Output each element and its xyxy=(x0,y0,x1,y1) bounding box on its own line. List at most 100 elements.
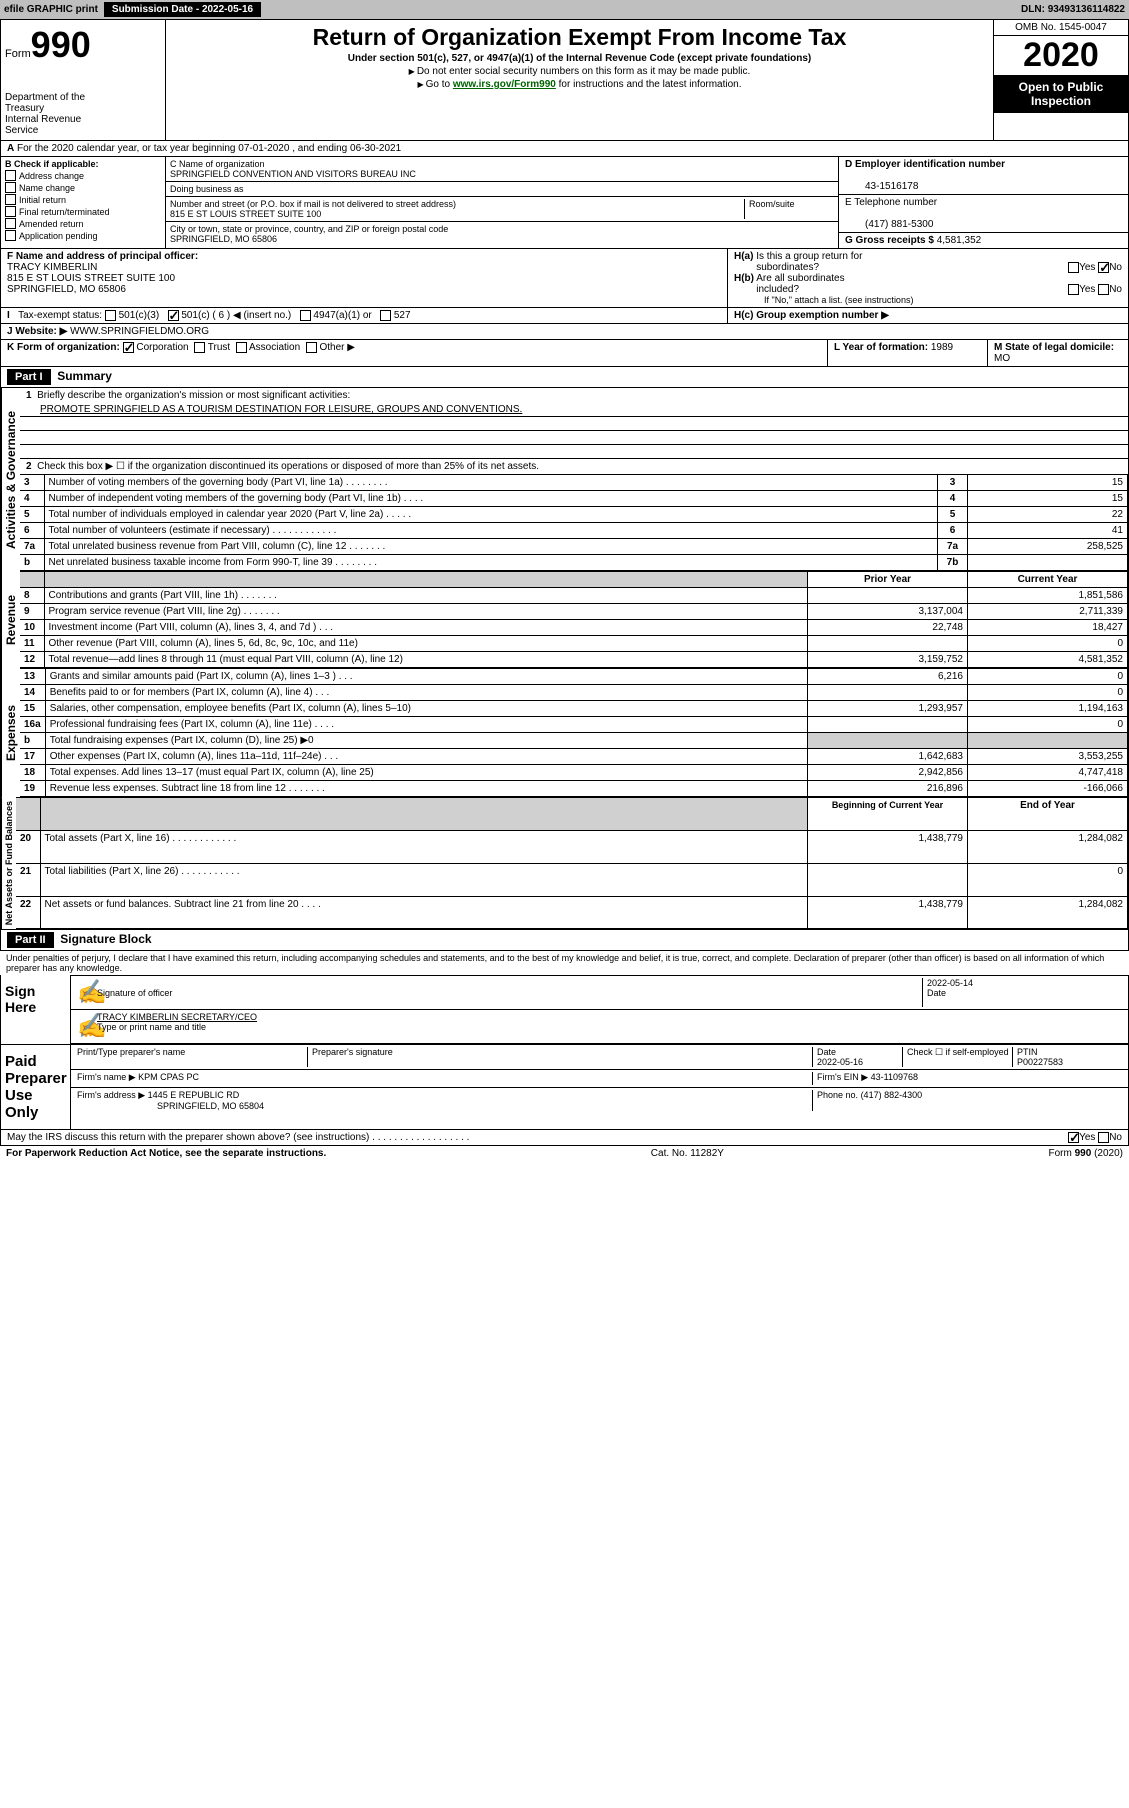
form-id-block: Form990 Department of theTreasuryInterna… xyxy=(1,20,166,140)
i-527[interactable] xyxy=(380,310,391,321)
section-d: D Employer identification number 43-15161… xyxy=(838,157,1128,248)
paid-preparer-label: PaidPreparerUse Only xyxy=(1,1045,71,1129)
gross-label: G Gross receipts $ xyxy=(845,235,934,246)
officer-city: SPRINGFIELD, MO 65806 xyxy=(7,284,126,295)
section-b: B Check if applicable: Address changeNam… xyxy=(1,157,166,248)
k-trust[interactable] xyxy=(194,342,205,353)
section-j: J Website: ▶ WWW.SPRINGFIELDMO.ORG xyxy=(0,324,1129,340)
form-title: Return of Organization Exempt From Incom… xyxy=(176,24,983,51)
hb-yes[interactable] xyxy=(1068,284,1079,295)
k-other[interactable] xyxy=(306,342,317,353)
officer-label: F Name and address of principal officer: xyxy=(7,251,198,262)
prep-date: 2022-05-16 xyxy=(817,1057,863,1067)
side-gov: Activities & Governance xyxy=(1,388,20,571)
footer-left: For Paperwork Reduction Act Notice, see … xyxy=(6,1148,326,1159)
firm-city: SPRINGFIELD, MO 65804 xyxy=(77,1101,264,1111)
link-note: Go to www.irs.gov/Form990 for instructio… xyxy=(176,79,983,90)
officer-addr: 815 E ST LOUIS STREET SUITE 100 xyxy=(7,273,175,284)
website-label: J Website: ▶ xyxy=(7,326,67,337)
part2: Part II Signature Block xyxy=(0,930,1129,951)
k-assoc[interactable] xyxy=(236,342,247,353)
b-check[interactable] xyxy=(5,194,16,205)
dept-label: Department of theTreasuryInternal Revenu… xyxy=(5,92,161,136)
omb-number: OMB No. 1545-0047 xyxy=(994,20,1128,36)
b-check[interactable] xyxy=(5,230,16,241)
submission-date-btn[interactable]: Submission Date - 2022-05-16 xyxy=(104,2,261,17)
penalty-text: Under penalties of perjury, I declare th… xyxy=(0,951,1129,975)
firm-phone: (417) 882-4300 xyxy=(861,1090,923,1100)
side-exp: Expenses xyxy=(1,668,20,797)
discuss-no[interactable] xyxy=(1098,1132,1109,1143)
section-klm: K Form of organization: Corporation Trus… xyxy=(0,340,1129,367)
room-label: Room/suite xyxy=(749,199,795,209)
org-name-label: C Name of organization xyxy=(170,159,265,169)
firm-ein: 43-1109768 xyxy=(871,1072,918,1082)
ptin: P00227583 xyxy=(1017,1057,1063,1067)
year-formation: 1989 xyxy=(931,342,953,353)
ha-no[interactable] xyxy=(1098,262,1109,273)
org-name: SPRINGFIELD CONVENTION AND VISITORS BURE… xyxy=(170,169,416,179)
sign-here-block: Sign Here ✍Signature of officer2022-05-1… xyxy=(0,975,1129,1045)
section-c: C Name of organizationSPRINGFIELD CONVEN… xyxy=(166,157,838,248)
public-inspection: Open to PublicInspection xyxy=(994,76,1128,113)
h-note: If "No," attach a list. (see instruction… xyxy=(734,295,1122,305)
side-net: Net Assets or Fund Balances xyxy=(1,797,16,929)
dba-label: Doing business as xyxy=(170,184,244,194)
sign-here-label: Sign Here xyxy=(1,975,71,1044)
i-4947[interactable] xyxy=(300,310,311,321)
b-check[interactable] xyxy=(5,218,16,229)
paid-preparer-block: PaidPreparerUse Only Print/Type preparer… xyxy=(0,1045,1129,1130)
irs-link[interactable]: www.irs.gov/Form990 xyxy=(453,79,556,90)
ein-value: 43-1516178 xyxy=(845,181,918,192)
mission-text: PROMOTE SPRINGFIELD AS A TOURISM DESTINA… xyxy=(20,403,1128,417)
k-corp[interactable] xyxy=(123,342,134,353)
discuss-row: May the IRS discuss this return with the… xyxy=(0,1130,1129,1146)
part1-header: Part I xyxy=(7,369,51,385)
section-a: A For the 2020 calendar year, or tax yea… xyxy=(0,141,1129,157)
part1: Part I Summary Activities & Governance 1… xyxy=(0,367,1129,930)
firm-addr: 1445 E REPUBLIC RD xyxy=(148,1090,240,1100)
addr-label: Number and street (or P.O. box if mail i… xyxy=(170,199,456,209)
hc-label: H(c) Group exemption number ▶ xyxy=(734,310,889,321)
b-check[interactable] xyxy=(5,170,16,181)
section-bcd: B Check if applicable: Address changeNam… xyxy=(0,157,1129,249)
gross-value: 4,581,352 xyxy=(937,235,982,246)
dln: DLN: 93493136114822 xyxy=(1021,4,1125,15)
ein-label: D Employer identification number xyxy=(845,159,1005,170)
footer-mid: Cat. No. 11282Y xyxy=(651,1148,724,1159)
ssn-note: Do not enter social security numbers on … xyxy=(176,66,983,77)
tel-label: E Telephone number xyxy=(845,197,937,208)
officer-name: TRACY KIMBERLIN xyxy=(7,262,97,273)
governance-table: 3Number of voting members of the governi… xyxy=(20,474,1128,571)
part2-header: Part II xyxy=(7,932,54,948)
topbar: efile GRAPHIC print Submission Date - 20… xyxy=(0,0,1129,19)
footer: For Paperwork Reduction Act Notice, see … xyxy=(0,1146,1129,1161)
state-domicile: MO xyxy=(994,353,1010,364)
expenses-table: 13Grants and similar amounts paid (Part … xyxy=(20,668,1128,797)
discuss-yes[interactable] xyxy=(1068,1132,1079,1143)
b-check[interactable] xyxy=(5,182,16,193)
form-header: Form990 Department of theTreasuryInterna… xyxy=(0,19,1129,141)
sig-date: 2022-05-14 xyxy=(927,978,973,988)
form-subtitle: Under section 501(c), 527, or 4947(a)(1)… xyxy=(176,53,983,64)
org-address: 815 E ST LOUIS STREET SUITE 100 xyxy=(170,209,321,219)
form-title-block: Return of Organization Exempt From Incom… xyxy=(166,20,993,140)
i-501c3[interactable] xyxy=(105,310,116,321)
ha-yes[interactable] xyxy=(1068,262,1079,273)
firm-name: KPM CPAS PC xyxy=(138,1072,199,1082)
net-assets-table: Beginning of Current YearEnd of Year20To… xyxy=(16,797,1128,929)
tel-value: (417) 881-5300 xyxy=(845,219,933,230)
revenue-table: Prior YearCurrent Year8Contributions and… xyxy=(20,571,1128,668)
footer-right: Form 990 (2020) xyxy=(1049,1148,1123,1159)
city-label: City or town, state or province, country… xyxy=(170,224,448,234)
b-check[interactable] xyxy=(5,206,16,217)
form-right-block: OMB No. 1545-0047 2020 Open to PublicIns… xyxy=(993,20,1128,140)
section-fh: F Name and address of principal officer:… xyxy=(0,249,1129,308)
website-value: WWW.SPRINGFIELDMO.ORG xyxy=(70,326,209,337)
hb-no[interactable] xyxy=(1098,284,1109,295)
tax-year: 2020 xyxy=(994,36,1128,76)
officer-signed-name: TRACY KIMBERLIN SECRETARY/CEO xyxy=(97,1012,257,1022)
org-city: SPRINGFIELD, MO 65806 xyxy=(170,234,277,244)
i-501c[interactable] xyxy=(168,310,179,321)
efile-label: efile GRAPHIC print xyxy=(4,4,98,15)
